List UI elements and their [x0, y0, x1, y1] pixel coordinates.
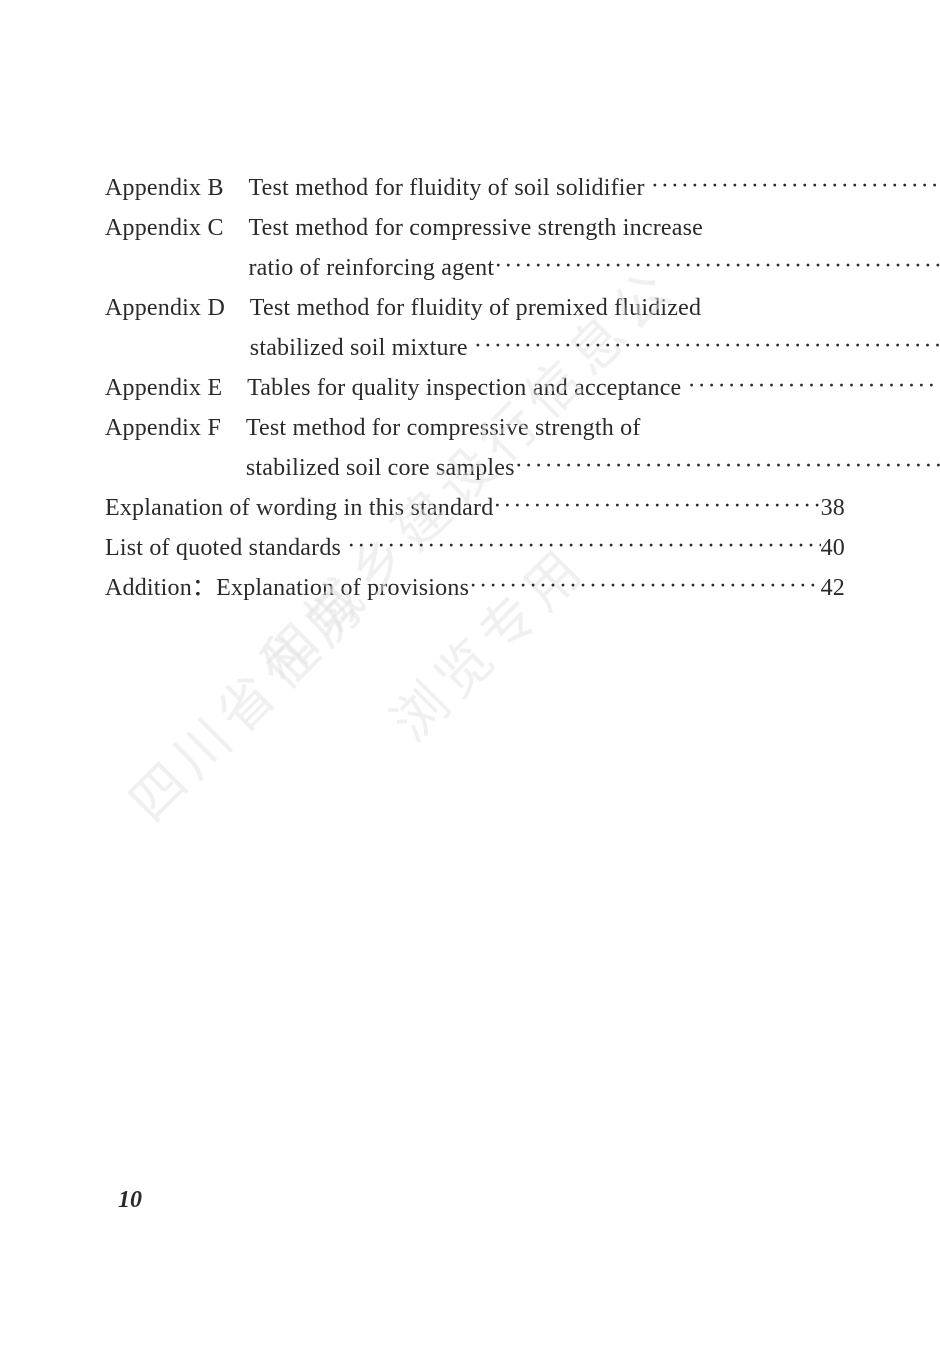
page: 和城乡建设行信息公 四川省住房 浏览专用 Appendix B Test met…	[0, 0, 940, 1364]
toc-entry-explanation-wording: Explanation of wording in this standard …	[105, 488, 845, 528]
toc-page-number: 38	[821, 488, 845, 528]
toc-leader	[651, 166, 940, 206]
toc-title-wrap: Tables for quality inspection and accept…	[247, 368, 940, 408]
toc-title-text: stabilized soil core samples	[246, 448, 515, 488]
toc-page-number: 42	[821, 568, 845, 608]
toc-page-number: 40	[821, 528, 845, 568]
toc-leader	[469, 566, 820, 606]
toc-label: Appendix C	[105, 208, 248, 248]
toc-label: Appendix E	[105, 368, 247, 408]
toc-entry-quoted-standards: List of quoted standards 40	[105, 528, 845, 568]
toc-title-text: Test method for fluidity of premixed flu…	[250, 288, 701, 328]
toc-leader	[347, 526, 820, 566]
toc-entry-appendix-e: Appendix E Tables for quality inspection…	[105, 368, 845, 408]
toc-leader	[515, 446, 940, 486]
toc-title-text: Test method for fluidity of soil solidif…	[248, 168, 644, 208]
toc-title-text: Tables for quality inspection and accept…	[247, 368, 681, 408]
toc-leader	[493, 486, 820, 526]
toc-title-wrap: Test method for compressive strength of …	[246, 408, 940, 488]
toc-entry-addition-explanation: Addition：Explanation of provisions 42	[105, 568, 845, 608]
toc-title-text: Test method for compressive strength inc…	[248, 208, 703, 248]
toc-entry-appendix-f: Appendix F Test method for compressive s…	[105, 408, 845, 488]
page-footer-number: 10	[118, 1187, 142, 1214]
toc-title-text: Explanation of wording in this standard	[105, 488, 493, 528]
toc-title-text: stabilized soil mixture	[250, 328, 468, 368]
toc-label: Appendix D	[105, 288, 250, 328]
toc-title-wrap: Test method for fluidity of premixed flu…	[250, 288, 940, 368]
toc-leader	[688, 366, 940, 406]
toc-entry-appendix-c: Appendix C Test method for compressive s…	[105, 208, 845, 288]
toc-leader	[494, 246, 940, 286]
toc-entry-appendix-d: Appendix D Test method for fluidity of p…	[105, 288, 845, 368]
toc-title-wrap: Test method for compressive strength inc…	[248, 208, 940, 288]
toc-title-text: List of quoted standards	[105, 528, 341, 568]
toc-label: Appendix F	[105, 408, 246, 448]
toc-title-text: ratio of reinforcing agent	[248, 248, 494, 288]
toc-label: Appendix B	[105, 168, 248, 208]
toc-title-text: Addition：Explanation of provisions	[105, 568, 469, 608]
toc-title-wrap: Test method for fluidity of soil solidif…	[248, 168, 940, 208]
toc-leader	[474, 326, 940, 366]
toc-title-text: Test method for compressive strength of	[246, 408, 641, 448]
toc-entry-appendix-b: Appendix B Test method for fluidity of s…	[105, 168, 845, 208]
